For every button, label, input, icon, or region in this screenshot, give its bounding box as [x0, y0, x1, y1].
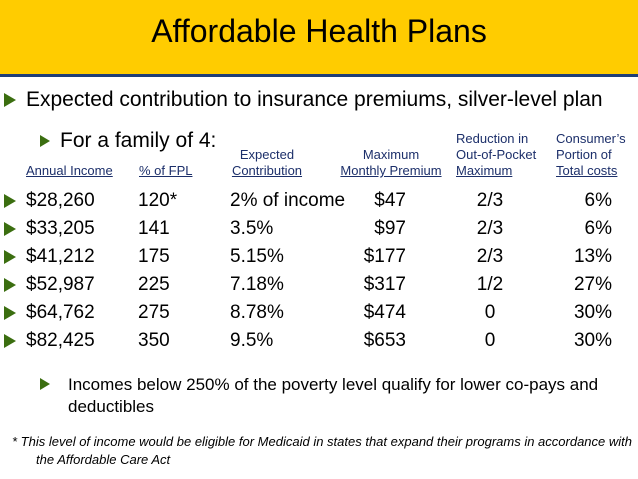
- cell-share: 30%: [573, 330, 612, 351]
- family-label-text: For a family of 4:: [60, 129, 217, 152]
- header-oop-line3: Maximum: [456, 163, 513, 178]
- bullet-arrow-icon: [4, 193, 16, 208]
- bullet-arrow-icon: [4, 93, 16, 108]
- cell-contribution: 8.78%: [230, 302, 284, 323]
- cell-oop: 0: [484, 302, 496, 323]
- cell-contribution: 5.15%: [230, 246, 284, 267]
- cell-oop: 2/3: [476, 218, 504, 239]
- cell-oop: 0: [484, 330, 496, 351]
- subtitle-text: Expected contribution to insurance premi…: [26, 88, 603, 111]
- cell-premium: $317: [363, 274, 406, 295]
- footnote-line1: * This level of income would be eligible…: [12, 434, 632, 449]
- cell-share: 30%: [573, 302, 612, 323]
- header-premium-line2: Monthly Premium: [340, 163, 442, 178]
- cell-premium: $177: [363, 246, 406, 267]
- header-income-label: Annual Income: [26, 163, 113, 178]
- note-text: Incomes below 250% of the poverty level …: [68, 375, 599, 416]
- bullet-arrow-icon: [4, 305, 16, 320]
- cell-fpl: 275: [138, 302, 170, 323]
- cell-income: $28,260: [4, 190, 95, 212]
- income-value: $82,425: [26, 330, 95, 351]
- bullet-arrow-icon: [40, 378, 50, 390]
- cell-contribution: 2% of income: [230, 190, 346, 211]
- cell-contribution: 3.5%: [230, 218, 274, 239]
- cell-fpl: 350: [138, 330, 170, 351]
- header-contribution-line1: Expected: [239, 147, 295, 162]
- cell-share: 27%: [573, 274, 612, 295]
- note: Incomes below 250% of the poverty level …: [40, 374, 600, 418]
- cell-share: 13%: [573, 246, 612, 267]
- header-share-line1: Consumer’s: [556, 131, 626, 146]
- slide-title: Affordable Health Plans: [151, 13, 487, 49]
- family-label: For a family of 4:: [40, 129, 216, 153]
- income-value: $33,205: [26, 218, 95, 239]
- header-share: Consumer’s Portion of Total costs: [556, 131, 626, 179]
- header-fpl-label: % of FPL: [139, 163, 193, 178]
- header-premium: Maximum Monthly Premium: [336, 147, 446, 179]
- cell-income: $33,205: [4, 218, 95, 240]
- header-oop-line2: Out-of-Pocket: [456, 147, 537, 162]
- subtitle: Expected contribution to insurance premi…: [4, 88, 603, 112]
- cell-income: $64,762: [4, 302, 95, 324]
- cell-income: $41,212: [4, 246, 95, 268]
- header-income: Annual Income: [26, 163, 113, 179]
- cell-fpl: 120*: [138, 190, 178, 211]
- header-share-line3: Total costs: [556, 163, 618, 178]
- cell-oop: 2/3: [476, 190, 504, 211]
- cell-premium: $653: [363, 330, 406, 351]
- header-oop: Reduction in Out-of-Pocket Maximum: [456, 131, 536, 179]
- header-oop-line1: Reduction in: [456, 131, 529, 146]
- cell-fpl: 141: [138, 218, 170, 239]
- cell-fpl: 175: [138, 246, 170, 267]
- cell-income: $52,987: [4, 274, 95, 296]
- cell-share: 6%: [584, 218, 612, 239]
- bullet-arrow-icon: [4, 277, 16, 292]
- header-premium-line1: Maximum: [362, 147, 420, 162]
- header-contribution: Expected Contribution: [222, 147, 312, 179]
- bullet-arrow-icon: [4, 249, 16, 264]
- cell-premium: $474: [363, 302, 406, 323]
- income-value: $52,987: [26, 274, 95, 295]
- header-fpl: % of FPL: [139, 163, 192, 179]
- footnote: * This level of income would be eligible…: [12, 433, 634, 469]
- cell-premium: $47: [374, 190, 406, 211]
- bullet-arrow-icon: [40, 135, 50, 148]
- cell-contribution: 9.5%: [230, 330, 274, 351]
- income-value: $41,212: [26, 246, 95, 267]
- cell-oop: 2/3: [476, 246, 504, 267]
- title-banner: Affordable Health Plans: [0, 0, 638, 77]
- income-value: $28,260: [26, 190, 95, 211]
- header-share-line2: Portion of: [556, 147, 612, 162]
- cell-oop: 1/2: [476, 274, 504, 295]
- income-value: $64,762: [26, 302, 95, 323]
- cell-share: 6%: [584, 190, 612, 211]
- cell-contribution: 7.18%: [230, 274, 284, 295]
- bullet-arrow-icon: [4, 221, 16, 236]
- cell-income: $82,425: [4, 330, 95, 352]
- cell-fpl: 225: [138, 274, 170, 295]
- footnote-line2: the Affordable Care Act: [36, 452, 171, 467]
- header-contribution-line2: Contribution: [231, 163, 303, 178]
- cell-premium: $97: [374, 218, 406, 239]
- bullet-arrow-icon: [4, 333, 16, 348]
